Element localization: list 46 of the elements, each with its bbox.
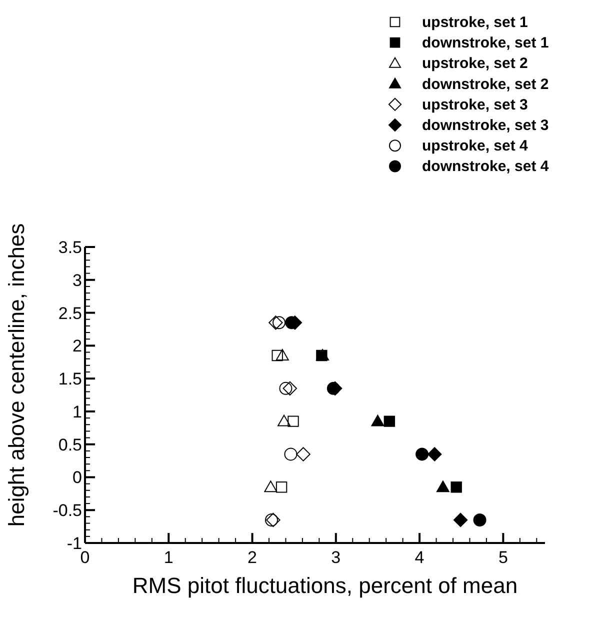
point	[416, 448, 429, 461]
legend-label: downstroke, set 4	[422, 158, 550, 176]
point	[264, 480, 278, 492]
point	[276, 349, 289, 361]
point	[284, 448, 298, 461]
legend-label: downstroke, set 1	[422, 34, 549, 52]
point	[278, 414, 291, 426]
point	[282, 381, 298, 396]
y-tick-label: -0.5	[52, 501, 82, 520]
point	[428, 447, 442, 462]
legend-label: upstroke, set 3	[422, 96, 528, 114]
point	[268, 316, 283, 330]
y-tick-label: 0	[72, 468, 82, 488]
legend-label: upstroke, set 2	[422, 55, 528, 72]
point	[296, 447, 310, 462]
y-tick-label: 3	[72, 270, 82, 290]
point	[436, 480, 450, 492]
y-axis-title: height above centerline, inches	[4, 223, 29, 527]
point	[276, 481, 288, 493]
y-tick-label: 2	[72, 336, 82, 356]
y-tick-label: 1	[72, 402, 82, 422]
legend-label: upstroke, set 4	[422, 138, 529, 155]
point	[326, 382, 340, 395]
point	[288, 416, 299, 427]
point	[453, 512, 468, 528]
y-tick-label: -1	[66, 534, 82, 553]
legend-label: upstroke, set 1	[422, 14, 528, 31]
point	[473, 513, 486, 526]
point	[450, 481, 462, 493]
point	[371, 414, 384, 426]
point	[272, 350, 283, 362]
y-tick-label: 2.5	[58, 304, 82, 323]
y-tick-label: 1.5	[58, 370, 82, 389]
point	[272, 316, 286, 330]
y-tick-label: 0.5	[58, 435, 82, 454]
x-axis-title: RMS pitot fluctuations, percent of mean	[132, 573, 518, 598]
legend-label: downstroke, set 2	[422, 76, 549, 93]
x-tick-label: 3	[331, 548, 341, 567]
point	[384, 416, 396, 427]
point	[279, 382, 292, 395]
x-tick-label: 1	[164, 548, 174, 567]
legend-label: downstroke, set 3	[422, 117, 549, 134]
x-tick-label: 4	[414, 548, 424, 567]
x-tick-label: 5	[498, 548, 508, 567]
y-tick-label: 3.5	[58, 238, 82, 257]
x-tick-label: 2	[248, 548, 258, 567]
